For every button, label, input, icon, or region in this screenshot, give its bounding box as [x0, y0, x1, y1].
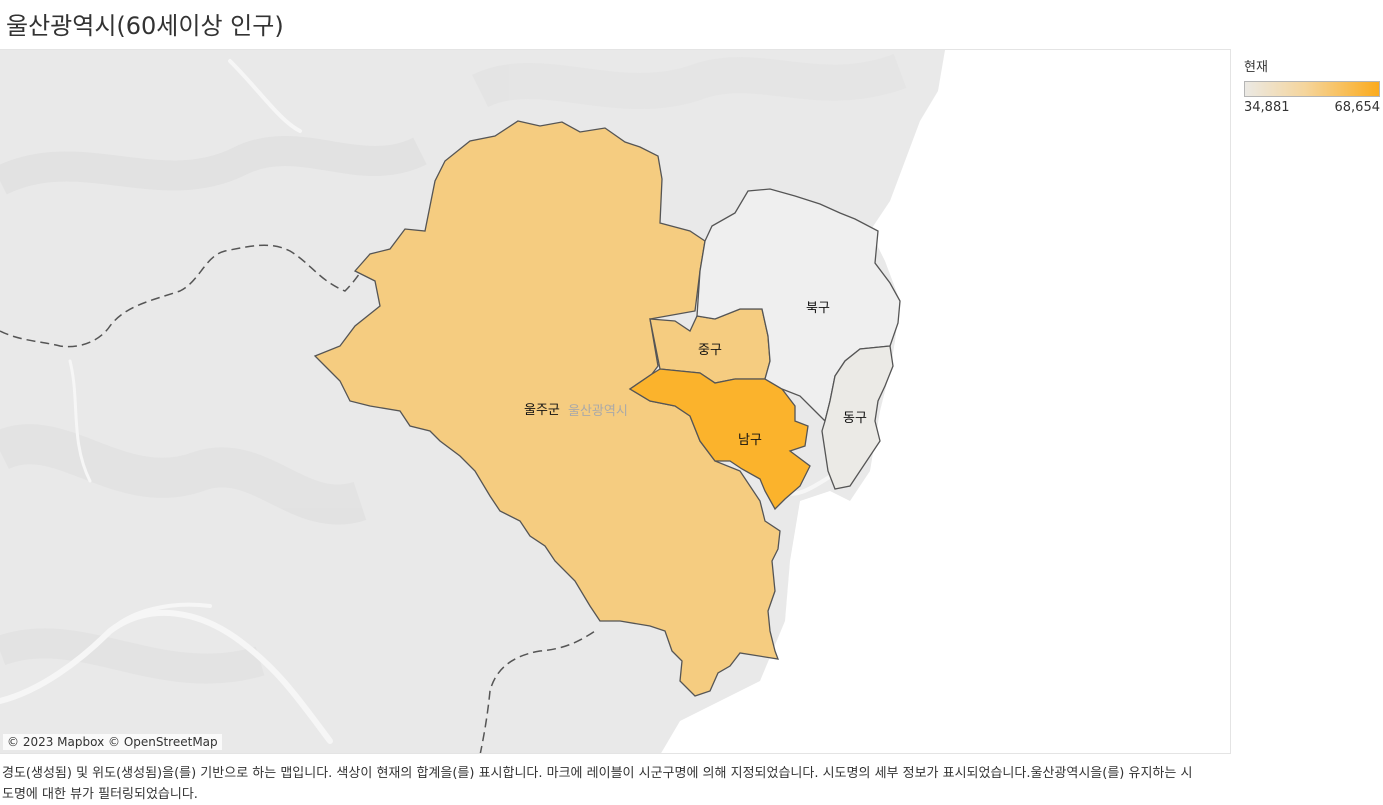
region-dong-gu[interactable]: [821, 345, 894, 490]
region-ulju-gun[interactable]: [313, 120, 781, 697]
map-canvas[interactable]: 울산광역시 울주군 중구 남구 북구 동구: [0, 50, 1231, 754]
legend-max-label: 68,654: [1334, 100, 1381, 115]
city-label: 울산광역시: [568, 404, 628, 419]
page-title: 울산광역시(60세이상 인구): [6, 12, 284, 40]
legend-color-ramp: [1244, 81, 1380, 97]
map-caption: 경도(생성됨) 및 위도(생성됨)을(를) 기반으로 하는 맵입니다. 색상이 …: [2, 766, 1193, 802]
region-label-ulju-gun: 울주군: [524, 403, 560, 418]
region-label-dong-gu: 동구: [843, 411, 867, 426]
map-attribution[interactable]: © 2023 Mapbox © OpenStreetMap: [3, 734, 222, 750]
region-label-buk-gu: 북구: [806, 301, 830, 316]
region-label-nam-gu: 남구: [738, 433, 762, 448]
terrain-shading: [0, 53, 907, 684]
legend-title: 현재: [1244, 60, 1268, 75]
map-view[interactable]: 울산광역시 울주군 중구 남구 북구 동구 © 2023 Mapbox © Op…: [0, 49, 1231, 754]
admin-borders: [0, 244, 596, 753]
region-nam-gu[interactable]: [628, 368, 811, 511]
color-legend: 현재 34,881 68,654: [1244, 56, 1380, 115]
region-label-jung-gu: 중구: [698, 343, 722, 358]
legend-min-label: 34,881: [1244, 100, 1290, 115]
